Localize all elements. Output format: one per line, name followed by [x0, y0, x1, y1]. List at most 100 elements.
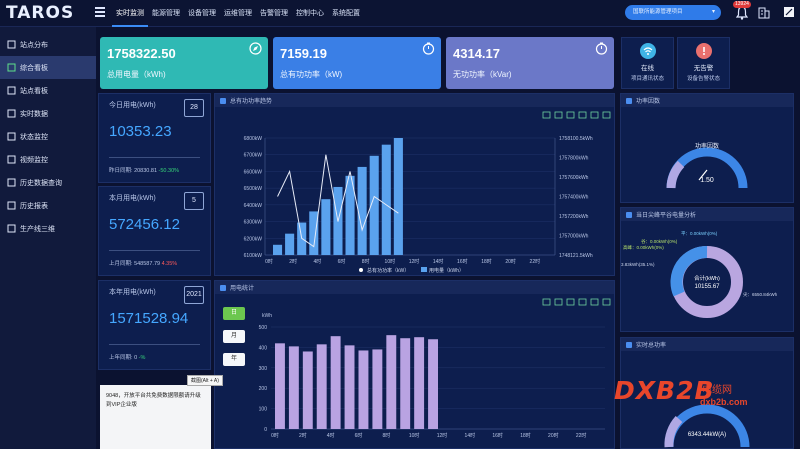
kpi-label: 总用电量（kWh): [107, 70, 166, 79]
sidebar-item[interactable]: 站点分布: [0, 33, 96, 56]
toggle-year[interactable]: 年: [223, 353, 245, 366]
notice-popup[interactable]: 9048，开放平台共免费数据限额请升级到VIP企业版: [100, 385, 211, 449]
divider: [109, 157, 200, 158]
nav-item[interactable]: 告警管理: [260, 10, 288, 17]
x-tick-label: 10时: [409, 432, 420, 439]
sidebar-item[interactable]: 视频监控: [0, 148, 96, 171]
panel-title: 实时总功率: [636, 343, 667, 349]
y-tick-label: 300: [259, 366, 268, 372]
compare-value: 548587.79: [134, 261, 161, 267]
nav-item[interactable]: 控制中心: [296, 10, 324, 17]
trend-bar[interactable]: [309, 211, 319, 255]
x-tick-label: 8时: [362, 258, 370, 265]
usage-bar[interactable]: [316, 344, 327, 429]
usage-bar[interactable]: [330, 336, 341, 429]
nav-item[interactable]: 实时监测: [112, 0, 148, 27]
toolbar-icon[interactable]: [590, 298, 599, 306]
nav-item[interactable]: 系统配置: [332, 10, 360, 17]
usage-bar[interactable]: [302, 351, 313, 429]
compass-icon: [249, 42, 262, 55]
toolbar-icon[interactable]: [590, 111, 599, 119]
usage-bar[interactable]: [344, 345, 355, 429]
nav-item[interactable]: 能源管理: [152, 10, 180, 17]
usage-bar[interactable]: [428, 339, 438, 429]
usage-bar[interactable]: [288, 346, 299, 429]
calendar-icon[interactable]: 28: [184, 99, 204, 117]
panel-title: 用电统计: [230, 286, 255, 292]
trend-bar[interactable]: [285, 233, 295, 255]
y-tick-label: 0: [264, 427, 267, 433]
building-icon[interactable]: [758, 6, 770, 19]
usage-bar[interactable]: [358, 350, 369, 429]
toolbar-icon[interactable]: [566, 111, 575, 119]
donut-label-flat: 平：0.00kWh(0%): [681, 231, 718, 237]
sidebar-item[interactable]: 站点看板: [0, 79, 96, 102]
x-tick-label: 20时: [505, 258, 516, 265]
panel-icon: [626, 341, 632, 348]
toolbar-icon[interactable]: [542, 298, 551, 306]
toolbar-icon[interactable]: [554, 111, 563, 119]
sidebar-item[interactable]: 生产线三维: [0, 217, 96, 240]
toolbar-icon[interactable]: [578, 111, 587, 119]
panel-header: 当日尖峰平谷电量分析: [621, 208, 793, 221]
y-tick-label: 6300kW: [244, 220, 263, 226]
donut-label-valley: 谷：0.00kWh(0%): [641, 238, 678, 245]
compare-label: 上月同期:: [109, 261, 133, 267]
usage-bar[interactable]: [372, 349, 383, 429]
sidebar-item[interactable]: 综合看板: [0, 56, 96, 79]
y-tick-label: 6400kW: [244, 203, 263, 209]
sidebar-item-label: 状态监控: [20, 133, 48, 141]
usage-bar[interactable]: [386, 335, 397, 429]
toolbar-icon[interactable]: [578, 298, 587, 306]
trend-bar[interactable]: [393, 138, 403, 255]
trend-bar[interactable]: [345, 175, 355, 255]
toolbar-icon[interactable]: [602, 111, 611, 119]
trend-bar[interactable]: [369, 155, 379, 255]
toggle-day[interactable]: 日: [223, 307, 245, 320]
toggle-month[interactable]: 月: [223, 330, 245, 343]
nav-item[interactable]: 运维管理: [224, 10, 252, 17]
usage-bar[interactable]: [400, 338, 411, 429]
usage-panel: 用电统计 kWh 500 400 300 200 100 0 0时 2时 4时 6时 8时 10时 12时…: [214, 280, 615, 449]
sidebar-item[interactable]: 历史报表: [0, 194, 96, 217]
toolbar-icon[interactable]: [554, 298, 563, 306]
trend-bar[interactable]: [357, 166, 367, 255]
sidebar-item[interactable]: 状态监控: [0, 125, 96, 148]
compare-delta: 4.35%: [161, 261, 178, 267]
panel-header: 用电统计: [215, 281, 614, 294]
report-icon: [7, 201, 16, 210]
sidebar-item-label: 生产线三维: [20, 225, 55, 233]
x-tick-label: 0时: [265, 258, 273, 265]
trend-bar[interactable]: [381, 144, 391, 255]
app-logo: TAROS: [6, 3, 75, 23]
y2-tick-label: 1757800kWh: [559, 156, 589, 162]
toolbar-icon[interactable]: [542, 111, 551, 119]
compare-delta: -50.30%: [158, 168, 180, 174]
x-tick-label: 16时: [457, 258, 468, 265]
x-tick-label: 16时: [492, 432, 503, 439]
toolbar-icon[interactable]: [566, 298, 575, 306]
trend-bar[interactable]: [273, 244, 283, 255]
stat-compare: 上年同期: 0 -%: [109, 353, 145, 361]
x-tick-label: 22时: [576, 432, 587, 439]
nav-item[interactable]: 设备管理: [188, 10, 216, 17]
fullscreen-icon[interactable]: [783, 6, 795, 18]
sidebar-item[interactable]: 历史数据查询: [0, 171, 96, 194]
x-tick-label: 12时: [409, 258, 420, 265]
status-title: 无告警: [693, 65, 714, 72]
toolbar-icon[interactable]: [602, 298, 611, 306]
x-tick-label: 12时: [437, 432, 448, 439]
compare-value: 20830.81: [134, 168, 158, 174]
calendar-icon[interactable]: 2021: [184, 286, 204, 304]
sidebar-item[interactable]: 实时数据: [0, 102, 96, 125]
kpi-value: 1758322.50: [107, 46, 176, 61]
trend-bar[interactable]: [321, 199, 331, 255]
project-select[interactable]: 国联所能源管理项目 ▾: [625, 5, 721, 20]
calendar-icon[interactable]: 5: [184, 192, 204, 210]
sidebar: 站点分布 综合看板 站点看板 实时数据状态监控视频监控 历史数据查询 历史报表生产线三维: [0, 27, 96, 449]
y2-tick-label: 1757600kWh: [559, 175, 589, 181]
usage-bar[interactable]: [275, 343, 285, 429]
usage-bar[interactable]: [414, 337, 425, 429]
bell-icon[interactable]: [736, 6, 748, 20]
menu-toggle-icon[interactable]: [95, 7, 105, 17]
